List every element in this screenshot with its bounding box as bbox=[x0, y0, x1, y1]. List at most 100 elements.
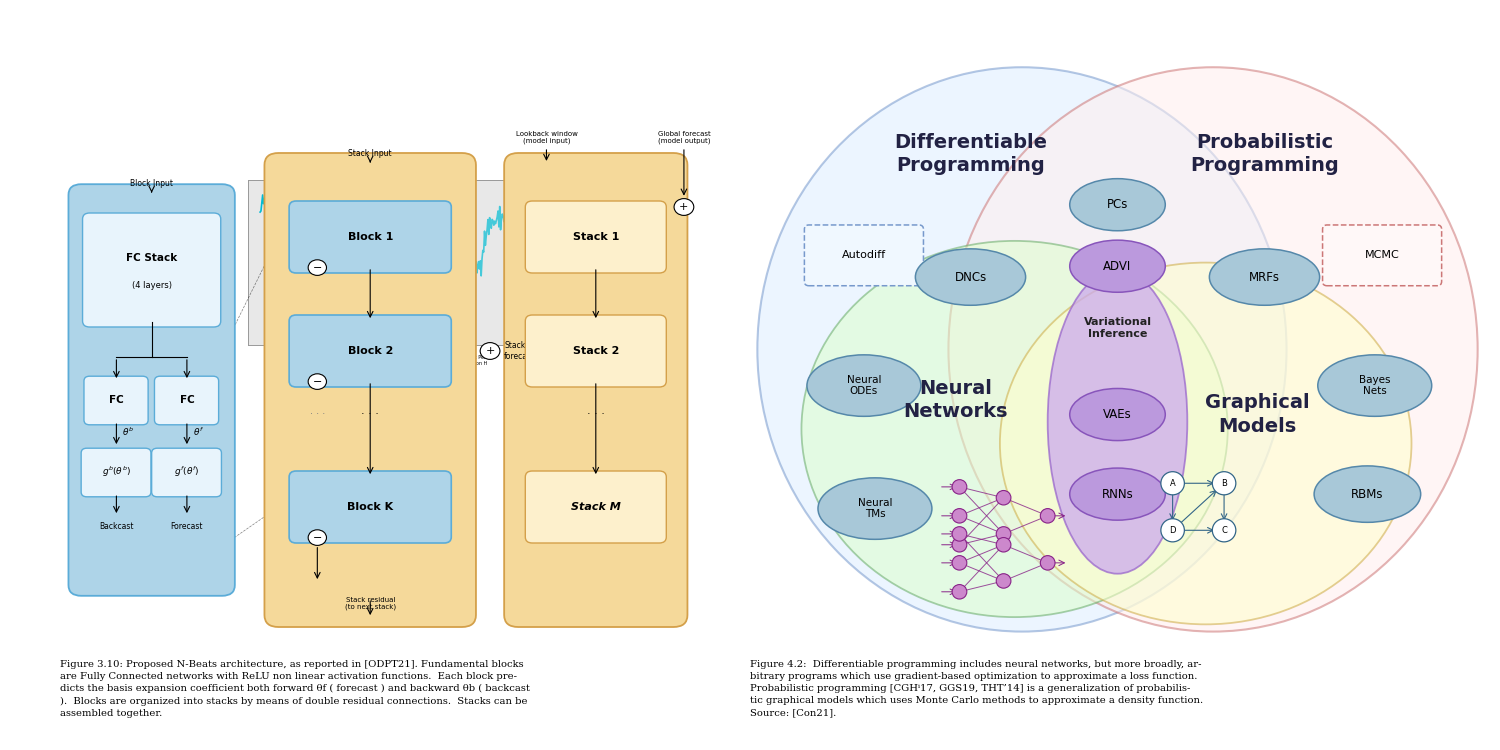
Text: · · ·: · · · bbox=[309, 409, 326, 419]
Text: $\theta^b$: $\theta^b$ bbox=[122, 426, 134, 438]
Text: MCMC: MCMC bbox=[1365, 251, 1400, 260]
Text: DNCs: DNCs bbox=[954, 271, 987, 284]
Text: Block 2: Block 2 bbox=[348, 346, 393, 356]
Text: D: D bbox=[1170, 526, 1176, 535]
FancyBboxPatch shape bbox=[69, 184, 236, 596]
Text: Backcast: Backcast bbox=[99, 522, 134, 531]
Text: −: − bbox=[312, 262, 322, 272]
Text: PCs: PCs bbox=[1107, 198, 1128, 211]
Text: FC Stack: FC Stack bbox=[126, 253, 177, 263]
Text: Stack 1: Stack 1 bbox=[573, 232, 620, 242]
FancyBboxPatch shape bbox=[1323, 225, 1442, 286]
Text: Variational
Inference: Variational Inference bbox=[1083, 317, 1152, 338]
Ellipse shape bbox=[1318, 355, 1431, 416]
Circle shape bbox=[308, 260, 327, 275]
Ellipse shape bbox=[1314, 466, 1420, 522]
Text: RNNs: RNNs bbox=[1101, 488, 1134, 500]
Text: Block Input: Block Input bbox=[130, 178, 172, 188]
Ellipse shape bbox=[948, 68, 1478, 632]
Circle shape bbox=[952, 538, 968, 552]
Text: $g^f(\theta^f)$: $g^f(\theta^f)$ bbox=[174, 465, 200, 479]
Text: Graphical
Models: Graphical Models bbox=[1204, 393, 1310, 436]
Text: Probabilistic
Programming: Probabilistic Programming bbox=[1190, 133, 1340, 176]
Text: · · ·: · · · bbox=[586, 409, 604, 419]
Text: RBMs: RBMs bbox=[1352, 488, 1383, 500]
Text: A: A bbox=[1170, 478, 1176, 488]
Circle shape bbox=[1041, 509, 1054, 523]
Text: FC: FC bbox=[110, 395, 125, 405]
Text: ADVI: ADVI bbox=[1104, 260, 1131, 273]
Circle shape bbox=[952, 526, 968, 542]
FancyBboxPatch shape bbox=[804, 225, 924, 286]
Text: Forecast: Forecast bbox=[171, 522, 202, 531]
Ellipse shape bbox=[807, 355, 921, 416]
Text: Lookback window
(model input): Lookback window (model input) bbox=[516, 130, 578, 144]
Text: B: B bbox=[1221, 478, 1227, 488]
Ellipse shape bbox=[1047, 270, 1188, 574]
Text: $g^b(\theta^b)$: $g^b(\theta^b)$ bbox=[102, 465, 130, 479]
FancyBboxPatch shape bbox=[504, 153, 687, 627]
Circle shape bbox=[952, 480, 968, 494]
Ellipse shape bbox=[818, 478, 932, 539]
Text: Figure 4.2:  Differentiable programming includes neural networks, but more broad: Figure 4.2: Differentiable programming i… bbox=[750, 660, 1203, 718]
FancyBboxPatch shape bbox=[84, 376, 148, 424]
Text: Stack residual
(to next stack): Stack residual (to next stack) bbox=[345, 597, 396, 610]
Ellipse shape bbox=[1070, 240, 1166, 292]
Ellipse shape bbox=[758, 68, 1287, 632]
Text: Autodiff: Autodiff bbox=[842, 251, 886, 260]
Circle shape bbox=[996, 574, 1011, 588]
Text: −: − bbox=[312, 376, 322, 386]
Text: Block K: Block K bbox=[346, 502, 393, 512]
Circle shape bbox=[1161, 472, 1185, 495]
Text: −: − bbox=[312, 532, 322, 542]
Text: +: + bbox=[680, 202, 688, 212]
Text: Lookback Period
Horizon nH (here n=3): Lookback Period Horizon nH (here n=3) bbox=[321, 355, 376, 366]
Text: Neural
TMs: Neural TMs bbox=[858, 498, 892, 520]
Text: MRFs: MRFs bbox=[1250, 271, 1280, 284]
Circle shape bbox=[308, 374, 327, 389]
FancyBboxPatch shape bbox=[81, 448, 152, 497]
Circle shape bbox=[1212, 519, 1236, 542]
Ellipse shape bbox=[1070, 178, 1166, 231]
Text: Stack M: Stack M bbox=[572, 502, 621, 512]
Ellipse shape bbox=[1070, 468, 1166, 520]
Text: Global forecast
(model output): Global forecast (model output) bbox=[657, 130, 711, 144]
Circle shape bbox=[480, 343, 500, 359]
Text: C: C bbox=[1221, 526, 1227, 535]
Text: Figure 3.10: Proposed N-Beats architecture, as reported in [ODPT21]. Fundamental: Figure 3.10: Proposed N-Beats architectu… bbox=[60, 660, 530, 718]
Circle shape bbox=[1212, 472, 1236, 495]
Text: Neural
Networks: Neural Networks bbox=[903, 379, 1008, 422]
Text: Neural
ODEs: Neural ODEs bbox=[846, 375, 880, 397]
FancyBboxPatch shape bbox=[290, 315, 452, 387]
Circle shape bbox=[1161, 519, 1185, 542]
Text: VAEs: VAEs bbox=[1102, 408, 1132, 421]
Text: · · ·: · · · bbox=[362, 409, 380, 419]
FancyBboxPatch shape bbox=[525, 471, 666, 543]
Ellipse shape bbox=[915, 249, 1026, 305]
Circle shape bbox=[996, 526, 1011, 542]
FancyBboxPatch shape bbox=[82, 213, 220, 327]
Ellipse shape bbox=[1070, 388, 1166, 440]
FancyBboxPatch shape bbox=[152, 448, 222, 497]
Text: Differentiable
Programming: Differentiable Programming bbox=[894, 133, 1047, 176]
Circle shape bbox=[952, 509, 968, 523]
Text: Bayes
Nets: Bayes Nets bbox=[1359, 375, 1390, 397]
FancyBboxPatch shape bbox=[154, 376, 219, 424]
Ellipse shape bbox=[1000, 262, 1412, 624]
Text: FC: FC bbox=[180, 395, 195, 405]
FancyBboxPatch shape bbox=[525, 201, 666, 273]
Circle shape bbox=[996, 490, 1011, 505]
FancyBboxPatch shape bbox=[290, 201, 452, 273]
Text: Block 1: Block 1 bbox=[348, 232, 393, 242]
Text: Forecast Period
Horizon H: Forecast Period Horizon H bbox=[456, 355, 494, 366]
Text: Stack
forecast: Stack forecast bbox=[504, 341, 536, 361]
Text: (4 layers): (4 layers) bbox=[132, 280, 171, 290]
Ellipse shape bbox=[1209, 249, 1320, 305]
Text: $\theta^f$: $\theta^f$ bbox=[192, 426, 204, 438]
Text: +: + bbox=[486, 346, 495, 356]
Text: Stack 2: Stack 2 bbox=[573, 346, 620, 356]
Ellipse shape bbox=[801, 241, 1227, 617]
FancyBboxPatch shape bbox=[264, 153, 476, 627]
Circle shape bbox=[674, 199, 694, 215]
Circle shape bbox=[952, 556, 968, 570]
